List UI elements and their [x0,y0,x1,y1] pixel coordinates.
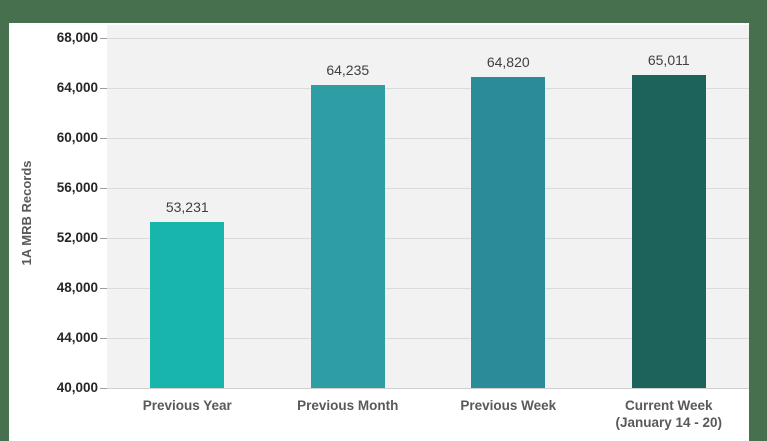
bar [631,74,706,388]
bar [471,77,546,388]
y-tick-label: 56,000 [56,179,98,195]
y-tick-mark [100,388,107,389]
plot-area: 53,231 64,235 64,820 65,011 [107,25,749,389]
gridline [107,137,749,139]
y-tick-mark [100,87,107,89]
y-tick-mark [100,337,107,339]
y-tick-label: 44,000 [56,329,98,345]
y-tick-mark [100,237,107,239]
y-tick-label: 64,000 [56,79,98,95]
y-tick-mark [100,137,107,139]
bar-value-label: 64,235 [326,61,370,78]
gridline [107,237,749,239]
x-category-label: Previous Week [418,397,598,414]
y-tick-label: 52,000 [56,229,98,245]
x-category-label-line1: Previous Week [460,398,557,413]
bar [150,222,225,388]
x-category-label-line1: Previous Year [142,398,232,413]
gridline [107,337,749,339]
x-category-label: Previous Year [97,397,277,414]
y-tick-mark [100,187,107,189]
y-tick-label: 68,000 [56,29,98,45]
x-category-label: Previous Month [258,397,438,414]
gridline [107,87,749,89]
gridline [107,187,749,189]
gridline [107,287,749,289]
bar-value-label: 65,011 [647,51,690,68]
x-category-label: Current Week (January 14 - 20) [579,397,759,431]
bar-value-label: 53,231 [165,199,209,216]
y-tick-label: 40,000 [56,380,98,395]
chart-panel: 1A MRB Records 53,231 64,235 64,820 65,011 … [9,23,749,441]
y-tick-mark [100,287,107,289]
x-category-label-line2: (January 14 - 20) [615,415,723,430]
bar [310,84,385,388]
y-tick-label: 60,000 [56,129,98,145]
y-tick-label: 48,000 [56,279,98,295]
x-category-label-line1: Current Week [624,398,713,413]
bar-value-label: 64,820 [486,54,530,71]
y-tick-mark [100,37,107,39]
x-category-label-line1: Previous Month [297,398,399,413]
gridline [107,37,749,39]
